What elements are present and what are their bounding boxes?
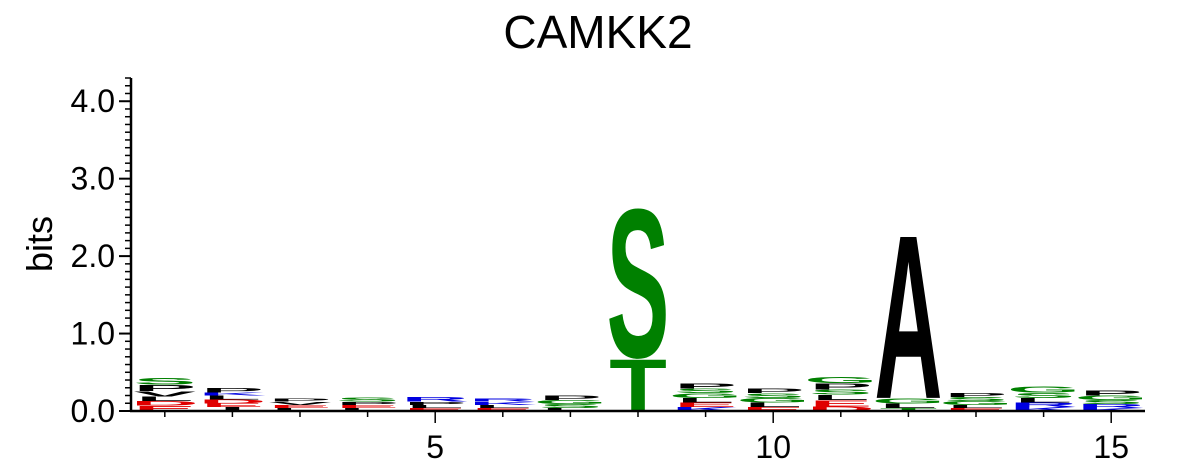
logo-letter-pos10-L: L: [744, 401, 802, 408]
logo-letter-pos2-L: L: [204, 395, 262, 401]
logo-letter-pos13-L: L: [947, 404, 1005, 409]
logo-letter-pos12-A: A: [874, 187, 942, 448]
logo-letter-pos1-P: P: [133, 383, 196, 393]
axes: 0.0 1.0 2.0 3.0 4.0 5 10 15: [71, 77, 1145, 465]
logo-letter-pos14-S: S: [1012, 391, 1075, 399]
logo-letter-pos15-G: G: [1075, 395, 1148, 402]
logo-letter-pos10-P: P: [742, 388, 805, 395]
y-tick-label: 4.0: [71, 83, 115, 119]
x-tick-label: 5: [426, 429, 444, 465]
logo-letter-pos4-L: L: [339, 407, 397, 412]
logo-letter-pos5-L: L: [406, 404, 464, 409]
logo-letter-pos5-P: P: [404, 401, 467, 406]
logo-letter-pos13-G: G: [939, 400, 1012, 406]
logo-letter-pos3-E: E: [269, 404, 332, 409]
logo-letter-pos14-K: K: [1010, 406, 1078, 412]
logo-letter-pos13-P: P: [945, 392, 1008, 398]
y-tick-label: 1.0: [71, 316, 115, 352]
y-tick-label: 0.0: [71, 393, 115, 429]
logo-letter-pos9-E: E: [674, 401, 737, 408]
logo-letter-pos5-E: E: [404, 407, 467, 412]
logo-letter-pos1-S: S: [133, 376, 196, 387]
logo-letter-pos6-E: E: [471, 407, 534, 412]
logo-letter-pos15-S: S: [1080, 399, 1143, 405]
logo-letter-pos2-P: P: [201, 387, 264, 394]
x-tick-label: 10: [755, 429, 791, 465]
logo-letter-pos11-P: P: [809, 382, 872, 392]
logo-letter-pos7-G: G: [534, 399, 607, 405]
logo-letter-pos11-S: S: [809, 388, 872, 396]
logo-letter-pos3-L: L: [271, 407, 329, 412]
y-tick-label: 3.0: [71, 161, 115, 197]
logo-letter-pos11-L: L: [812, 393, 870, 401]
logo-letter-pos1-E: E: [133, 404, 196, 412]
logo-letter-pos1-D: D: [131, 400, 199, 407]
logo-letter-pos1-V: V: [133, 390, 196, 398]
logo-letter-pos12-G: G: [872, 397, 945, 405]
logo-letter-pos11-E: E: [809, 399, 872, 409]
logo-letter-pos11-D: D: [807, 405, 875, 412]
logo-letter-pos7-P: P: [539, 395, 602, 402]
logo-letter-pos1-L: L: [136, 395, 194, 402]
logo-letter-pos9-S: S: [674, 388, 737, 395]
logo-letter-pos6-K: K: [469, 401, 537, 406]
logo-letter-pos14-G: G: [1007, 385, 1080, 395]
logo-letter-pos10-E: E: [742, 406, 805, 412]
logo-letter-pos13-S: S: [945, 396, 1008, 402]
logo-letter-pos6-L: L: [474, 404, 532, 409]
y-axis-label: bits: [19, 216, 60, 272]
logo-letter-pos2-E: E: [201, 402, 264, 408]
logo-letter-pos12-T: T: [880, 407, 938, 412]
logo-letter-pos12-L: L: [880, 402, 938, 409]
x-tick-label: 15: [1093, 429, 1129, 465]
logo-letter-pos4-E: E: [336, 404, 399, 409]
logo-letter-pos7-L: L: [542, 407, 600, 412]
logo-letter-pos14-R: R: [1010, 401, 1078, 408]
logo-letter-pos10-S: S: [742, 392, 805, 399]
logo-letter-pos2-D: D: [198, 399, 266, 405]
chart-title: CAMKK2: [503, 6, 692, 58]
logo-letter-pos9-K: K: [672, 406, 740, 412]
logo-letter-pos3-V: V: [269, 401, 333, 406]
logo-letter-pos11-G: G: [804, 376, 877, 386]
logo-letter-pos10-G: G: [737, 397, 810, 404]
logo-letter-pos13-E: E: [945, 407, 1008, 412]
logo-letter-pos6-R: R: [469, 398, 537, 403]
logo-letter-pos4-S: S: [336, 397, 399, 403]
logo-letter-pos2-I: I: [219, 406, 245, 412]
logo-letter-pos15-K: K: [1077, 407, 1145, 412]
logo-letter-pos4-P: P: [336, 401, 399, 406]
logo-letter-pos5-R: R: [401, 396, 469, 403]
logo-letter-pos15-R: R: [1077, 403, 1145, 409]
logo-letter-pos9-G: G: [669, 392, 742, 399]
logo-letter-pos7-S: S: [539, 403, 602, 409]
logo-letter-pos15-P: P: [1080, 389, 1143, 397]
logo-letter-pos3-P: P: [269, 398, 332, 403]
logo-letter-pos2-K: K: [198, 392, 266, 397]
logo-letter-pos9-P: P: [674, 382, 737, 390]
logo-letter-pos9-L: L: [677, 397, 735, 404]
logo-letter-pos14-L: L: [1015, 397, 1073, 404]
logo-letter-pos8-S: S: [607, 164, 670, 402]
y-tick-label: 2.0: [71, 238, 115, 274]
